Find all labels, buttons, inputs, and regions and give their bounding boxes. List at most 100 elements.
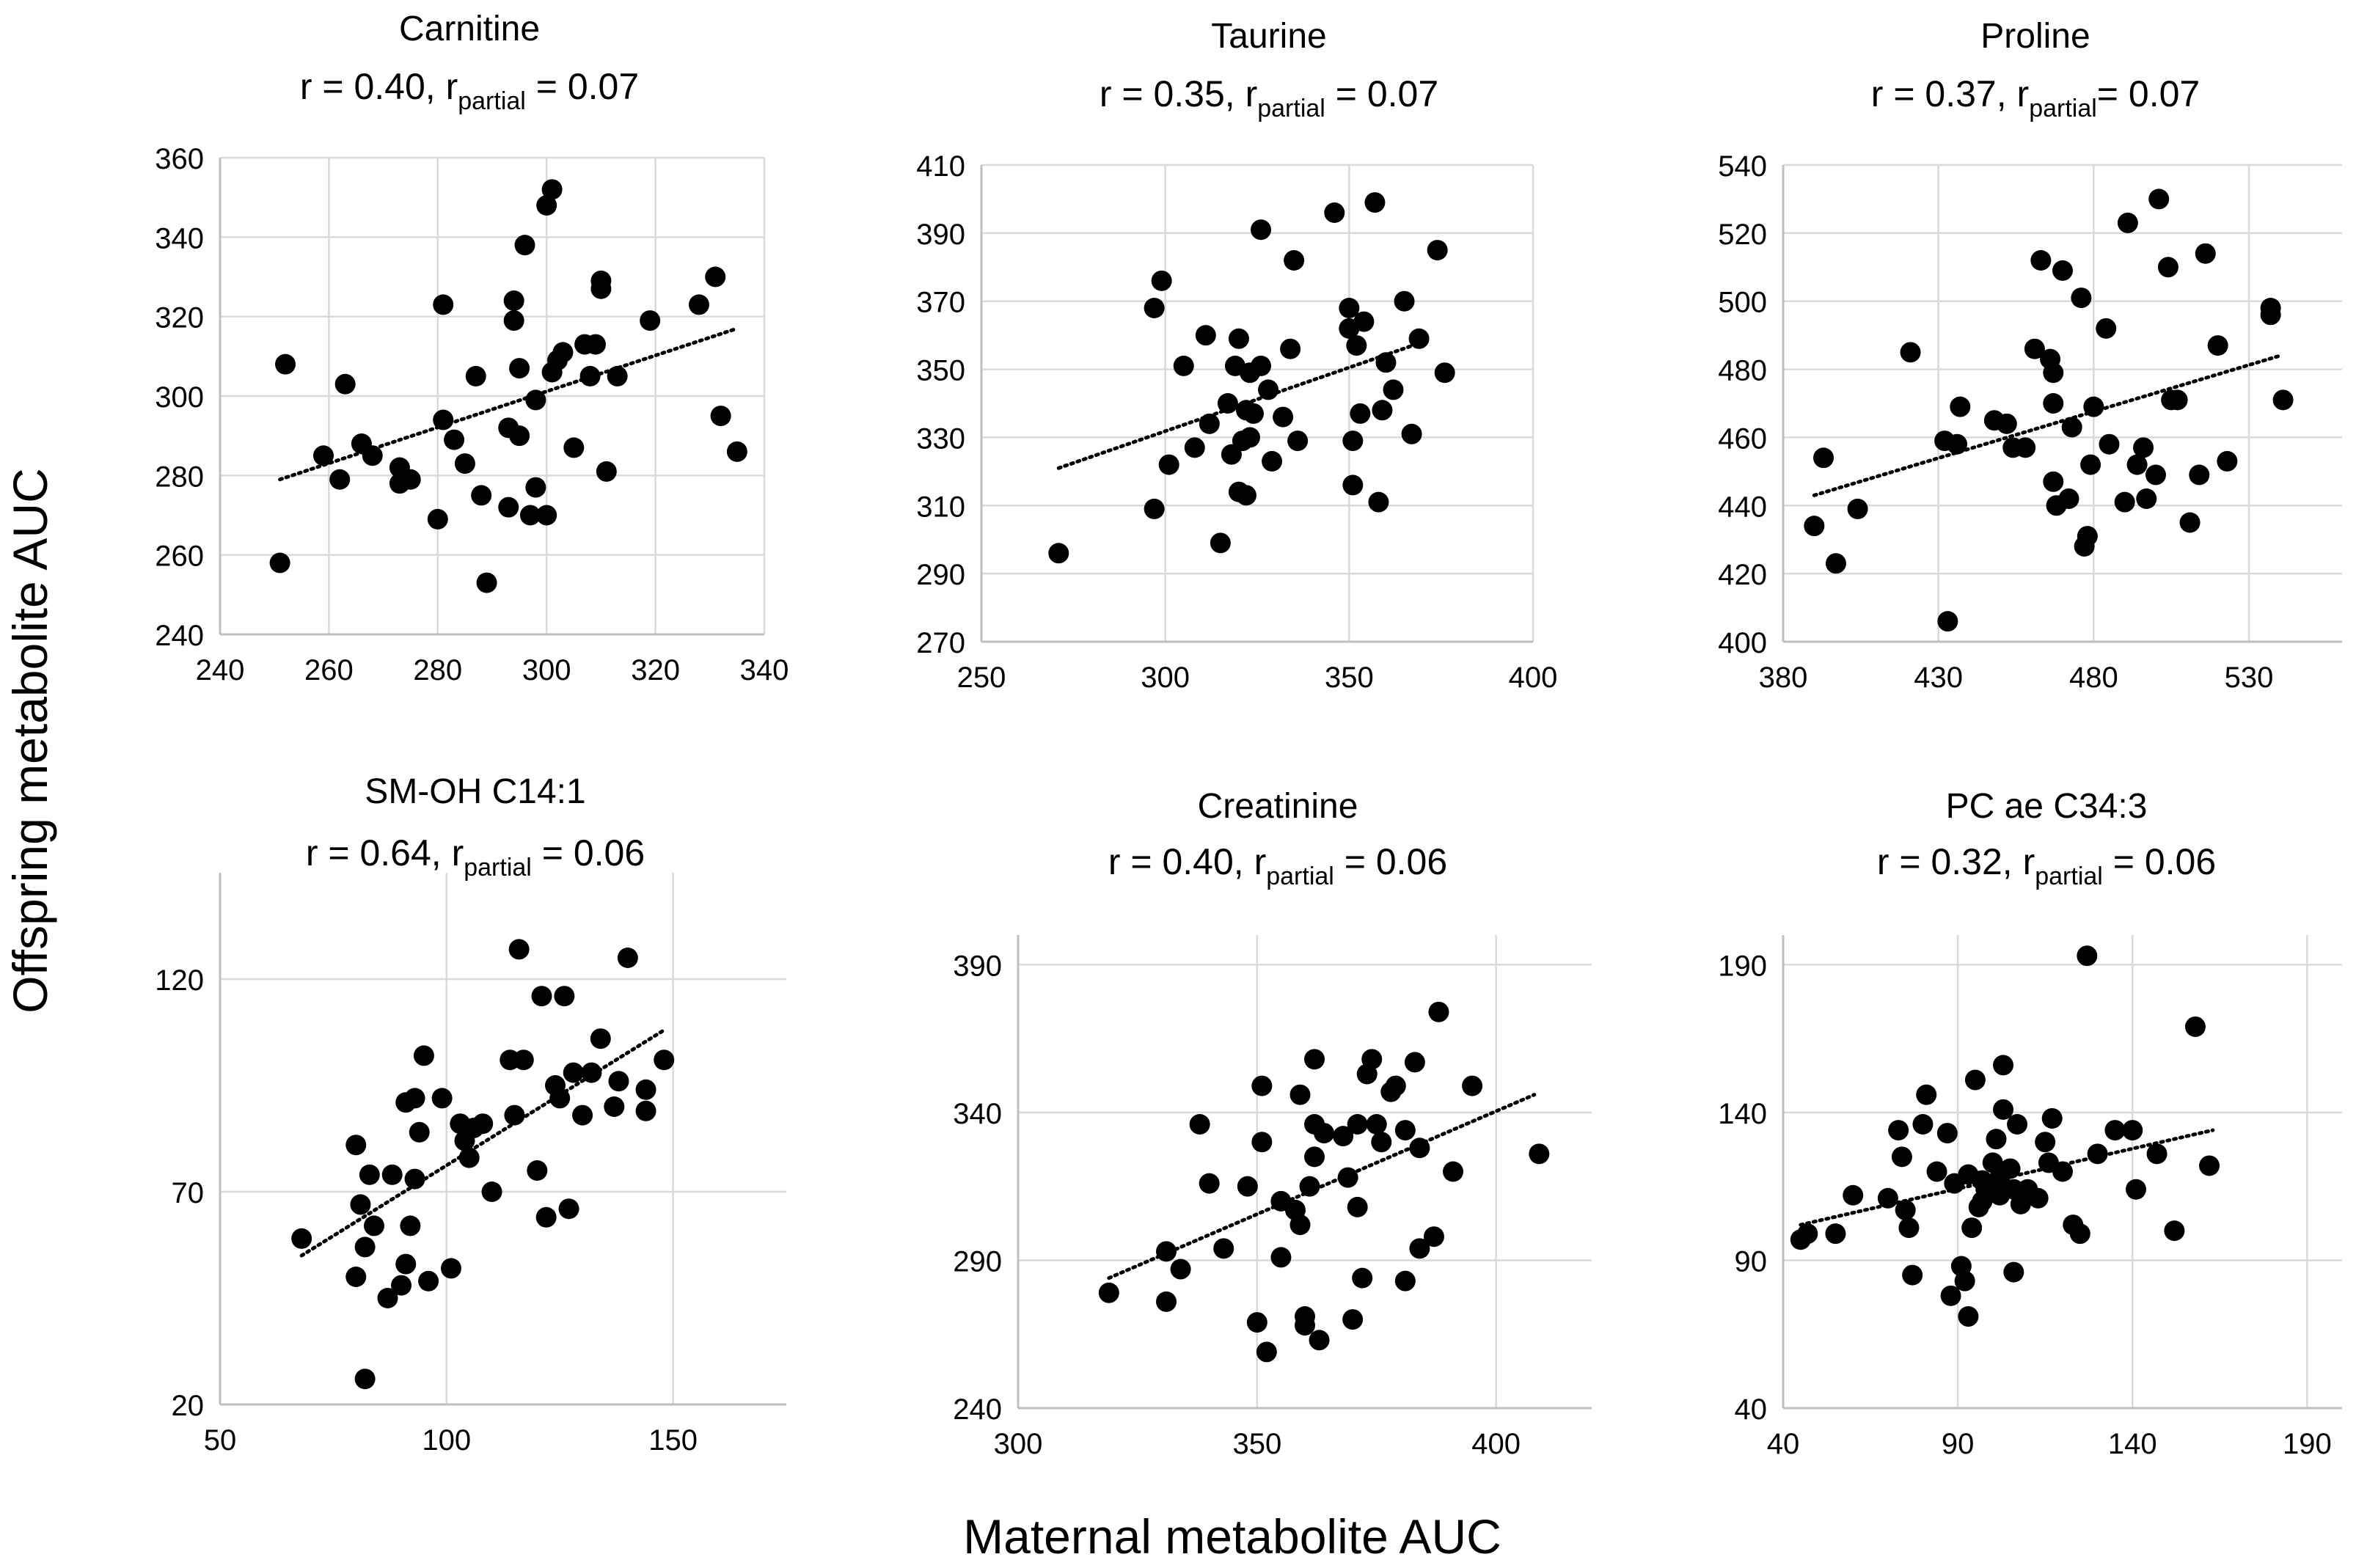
data-point — [1195, 325, 1216, 346]
data-point — [1383, 379, 1404, 400]
data-point — [2052, 1161, 2073, 1182]
data-point — [1189, 1114, 1210, 1135]
data-point — [1346, 335, 1367, 356]
subtitle-value: = 0.06 — [1334, 841, 1447, 882]
x-tick-label: 400 — [1471, 1428, 1521, 1460]
data-point — [1333, 1126, 1354, 1147]
data-point — [354, 1237, 376, 1258]
data-point — [354, 1369, 376, 1390]
chart-title: PC ae C34:3 — [1946, 787, 2148, 826]
data-point — [514, 235, 535, 256]
x-tick-label: 350 — [1325, 662, 1374, 694]
data-point — [2217, 450, 2238, 472]
data-point — [1098, 1282, 1119, 1303]
data-point — [444, 429, 465, 450]
data-point — [2260, 304, 2281, 326]
data-point — [400, 469, 421, 490]
data-point — [2071, 287, 2092, 309]
y-tick-label: 40 — [1735, 1393, 1768, 1426]
data-point — [503, 290, 524, 311]
data-point — [2087, 1143, 2108, 1165]
data-point — [527, 1160, 548, 1181]
data-point — [525, 389, 546, 411]
chart-subtitle: r = 0.40, rpartial = 0.07 — [300, 66, 639, 115]
data-point — [1151, 270, 1172, 291]
y-tick-label: 360 — [155, 143, 204, 175]
y-tick-label: 340 — [155, 222, 204, 254]
chart-subtitle: r = 0.35, rpartial = 0.07 — [1100, 73, 1438, 122]
data-point — [2126, 1179, 2147, 1200]
subtitle-r: r = 0.40, r — [1108, 841, 1266, 882]
data-point — [409, 1121, 430, 1143]
data-point — [1843, 1184, 1864, 1206]
data-point — [1947, 433, 1968, 455]
x-tick-label: 400 — [1509, 662, 1558, 694]
data-point — [1213, 1238, 1234, 1259]
data-point — [1375, 352, 1397, 373]
data-point — [1295, 1315, 1315, 1336]
data-point — [1217, 393, 1238, 414]
y-tick-label: 90 — [1735, 1245, 1768, 1278]
data-point — [404, 1168, 425, 1190]
data-point — [1361, 1049, 1383, 1070]
data-point — [1797, 1223, 1818, 1245]
y-tick-label: 300 — [155, 381, 204, 414]
data-point — [635, 1079, 656, 1100]
data-point — [531, 986, 552, 1007]
data-point — [1898, 1217, 1920, 1239]
data-point — [2099, 433, 2120, 455]
data-point — [1289, 1215, 1311, 1236]
data-point — [1304, 1049, 1325, 1070]
data-point — [1937, 611, 1958, 632]
data-point — [1877, 1187, 1898, 1209]
chart-title: Carnitine — [399, 10, 540, 48]
data-point — [2030, 250, 2052, 271]
y-tick-label: 390 — [916, 219, 965, 251]
data-point — [579, 365, 601, 386]
data-point — [1825, 553, 1846, 574]
data-point — [1993, 1055, 2014, 1076]
data-point — [1427, 240, 1448, 261]
data-point — [395, 1253, 417, 1275]
data-point — [654, 1049, 675, 1071]
data-point — [2035, 1132, 2056, 1153]
data-point — [1409, 1137, 1430, 1159]
data-point — [590, 1028, 611, 1049]
chart-panel: 400 420 440 460 480 500 520 540 380 430 480 530 Prol… — [1718, 17, 2342, 694]
data-point — [381, 1164, 403, 1185]
x-tick-label: 90 — [1942, 1428, 1975, 1460]
y-tick-label: 290 — [916, 559, 965, 591]
data-point — [1243, 403, 1264, 424]
data-point — [2146, 1143, 2167, 1165]
y-tick-label: 420 — [1718, 559, 1767, 591]
data-point — [552, 342, 574, 363]
subtitle-r: r = 0.64, r — [306, 832, 464, 873]
y-tick-label: 540 — [1718, 150, 1767, 183]
subtitle-subscript: partial — [2035, 862, 2103, 890]
data-point — [440, 1258, 461, 1279]
subtitle-r: r = 0.32, r — [1877, 841, 2035, 882]
data-point — [1372, 400, 1393, 421]
data-point — [2184, 1016, 2206, 1037]
data-point — [359, 1164, 380, 1185]
subtitle-subscript: partial — [1257, 95, 1325, 122]
data-point — [1289, 1084, 1311, 1105]
data-point — [1912, 1114, 1934, 1135]
data-point — [1221, 444, 1242, 465]
y-tick-label: 270 — [916, 627, 965, 659]
data-point — [312, 445, 334, 466]
data-point — [2164, 1220, 2185, 1242]
y-tick-label: 520 — [1718, 219, 1767, 251]
data-point — [2126, 454, 2148, 475]
data-point — [1235, 485, 1256, 506]
data-point — [433, 409, 454, 431]
data-point — [1434, 362, 1455, 384]
data-point — [413, 1045, 434, 1066]
data-point — [1394, 290, 1415, 312]
data-point — [2003, 1261, 2024, 1283]
data-point — [509, 425, 530, 447]
chart-panel: 240 290 340 390 300 350 400 Creatinine r = 0.40,… — [953, 787, 1592, 1460]
data-point — [1804, 516, 1825, 537]
data-point — [2043, 362, 2064, 384]
subtitle-subscript: partial — [2029, 95, 2097, 122]
